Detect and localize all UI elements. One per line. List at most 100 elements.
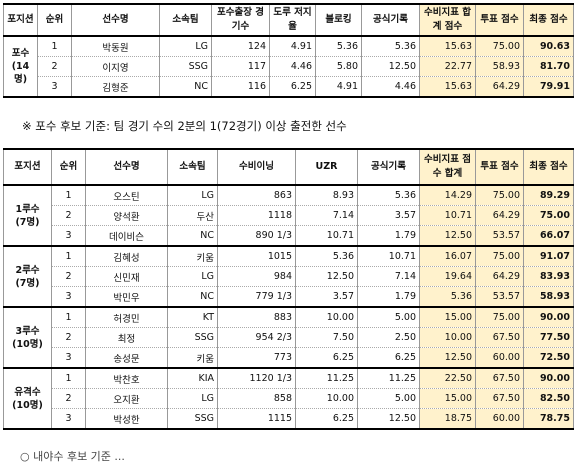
vote-cell: 53.57	[475, 286, 524, 308]
table-row: 포수 (14명) 1 박동원 LG 124 4.91 5.36 5.36 15.6…	[3, 35, 574, 98]
player-name: 신민재	[85, 266, 168, 287]
def-total-cell: 16.07	[419, 245, 476, 267]
innings-cell: 890 1/3	[217, 225, 296, 247]
header-official: 공식기록	[357, 148, 420, 186]
official-cell: 2.50	[357, 327, 420, 348]
vote-cell: 75.00	[475, 184, 524, 206]
team-cell: SSG	[167, 408, 218, 430]
innings-cell: 1015	[217, 245, 296, 267]
rank-cell: 1	[51, 306, 86, 328]
infield-table: 포지션 순위 선수명 소속팀 수비이닝 UZR 공식기록 수비지표 점수 합계 …	[3, 148, 574, 430]
uzr-cell: 6.25	[295, 347, 358, 369]
final-cell: 83.93	[523, 266, 574, 287]
rank-cell: 2	[51, 327, 86, 348]
official-cell: 11.25	[357, 367, 420, 389]
vote-cell: 64.29	[475, 76, 524, 98]
table-row: 3루수 (10명) 1 허경민 KT 883 10.00 5.00 15.00 75.00 90.0…	[3, 306, 574, 369]
header-final: 최종 점수	[523, 3, 574, 37]
header-uzr: UZR	[295, 148, 358, 186]
rank-cell: 2	[51, 388, 86, 409]
def-total-cell: 12.50	[419, 225, 476, 247]
rank-cell: 3	[51, 408, 86, 430]
header-team: 소속팀	[167, 148, 218, 186]
rank-cell: 1	[51, 367, 86, 389]
block-cell: 4.91	[315, 76, 362, 98]
vote-cell: 53.57	[475, 225, 524, 247]
position-label: 3루수	[15, 325, 40, 337]
official-cell: 1.79	[357, 225, 420, 247]
block-cell: 5.36	[315, 35, 362, 57]
uzr-cell: 12.50	[295, 266, 358, 287]
team-cell: 두산	[167, 205, 218, 226]
header-final: 최종 점수	[523, 148, 574, 186]
def-total-cell: 22.77	[419, 56, 476, 77]
vote-cell: 60.00	[475, 408, 524, 430]
innings-cell: 954 2/3	[217, 327, 296, 348]
position-label: 1루수	[15, 203, 40, 215]
header-vote: 투표 점수	[475, 3, 524, 37]
cs-cell: 6.25	[269, 76, 316, 98]
header-caught-stealing: 도루 저지율	[269, 3, 316, 37]
player-name: 오스틴	[85, 184, 168, 206]
innings-cell: 779 1/3	[217, 286, 296, 308]
final-cell: 66.07	[523, 225, 574, 247]
def-total-cell: 15.00	[419, 306, 476, 328]
header-player: 선수명	[71, 3, 160, 37]
final-cell: 58.93	[523, 286, 574, 308]
def-total-cell: 5.36	[419, 286, 476, 308]
rank-cell: 2	[51, 266, 86, 287]
rank-cell: 3	[51, 347, 86, 369]
table-row: 2 신민재 LG 984 12.50 7.14 19.64 64.29 83.93	[4, 266, 574, 287]
def-total-cell: 19.64	[419, 266, 476, 287]
games-cell: 124	[211, 35, 270, 57]
innings-cell: 1115	[217, 408, 296, 430]
innings-cell: 1120 1/3	[217, 367, 296, 389]
innings-cell: 1118	[217, 205, 296, 226]
def-total-cell: 22.50	[419, 367, 476, 389]
position-count: (10명)	[12, 399, 43, 411]
header-official: 공식기록	[361, 3, 420, 37]
final-cell: 78.75	[523, 408, 574, 430]
header-team: 소속팀	[159, 3, 212, 37]
header-position: 포지션	[3, 3, 38, 37]
uzr-cell: 7.14	[295, 205, 358, 226]
official-cell: 5.36	[361, 35, 420, 57]
uzr-cell: 10.71	[295, 225, 358, 247]
position-label: 2루수	[15, 264, 40, 276]
header-vote: 투표 점수	[475, 148, 524, 186]
def-total-cell: 15.63	[419, 35, 476, 57]
def-total-cell: 15.63	[419, 76, 476, 98]
table-row: 유격수 (10명) 1 박찬호 KIA 1120 1/3 11.25 11.25 22.50 67…	[3, 367, 574, 430]
table-row: 3 송성문 키움 773 6.25 6.25 12.50 60.00 72.50	[4, 347, 574, 369]
player-name: 박동원	[71, 35, 160, 57]
uzr-cell: 11.25	[295, 367, 358, 389]
official-cell: 5.00	[357, 306, 420, 328]
team-cell: KIA	[167, 367, 218, 389]
rank-cell: 1	[51, 245, 86, 267]
truncated-heading: ○ 내야수 후보 기준 ...	[20, 450, 125, 463]
games-cell: 117	[211, 56, 270, 77]
header-defense-total: 수비지표 합계 점수	[419, 3, 476, 37]
position-cell: 유격수 (10명)	[3, 367, 52, 430]
table-row: 2 이지영 SSG 117 4.46 5.80 12.50 22.77 58.9…	[4, 56, 574, 77]
table-row: 1루수 (7명) 1 오스틴 LG 863 8.93 5.36 14.29 75.00 89.29	[3, 184, 574, 247]
final-cell: 75.00	[523, 205, 574, 226]
vote-cell: 64.29	[475, 266, 524, 287]
uzr-cell: 6.25	[295, 408, 358, 430]
uzr-cell: 3.57	[295, 286, 358, 308]
official-cell: 4.46	[361, 76, 420, 98]
team-cell: LG	[167, 184, 218, 206]
position-label: 유격수	[14, 386, 41, 398]
team-cell: LG	[167, 266, 218, 287]
team-cell: NC	[159, 76, 212, 98]
vote-cell: 75.00	[475, 245, 524, 267]
def-total-cell: 15.00	[419, 388, 476, 409]
official-cell: 5.00	[357, 388, 420, 409]
team-cell: LG	[167, 388, 218, 409]
def-total-cell: 10.71	[419, 205, 476, 226]
official-cell: 10.71	[357, 245, 420, 267]
rank-cell: 3	[37, 76, 72, 98]
table-row: 3 박성한 SSG 1115 6.25 12.50 18.75 60.00 78.75	[4, 408, 574, 430]
final-cell: 89.29	[523, 184, 574, 206]
header-rank: 순위	[37, 3, 72, 37]
